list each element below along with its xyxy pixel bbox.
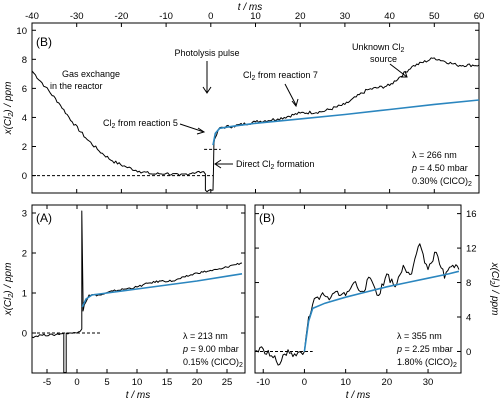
- bl-y-tick-label: 3: [22, 209, 27, 220]
- top-x-tick-label: 60: [474, 11, 485, 22]
- unknown-source-arrow: [389, 63, 408, 78]
- br-y-tick-label: 0: [466, 347, 471, 358]
- reaction-5-arrowhead: [196, 127, 206, 135]
- br-x-tick-label: 0: [302, 377, 307, 388]
- br-fit-series: [303, 270, 460, 352]
- unknown-source-label-2: source: [370, 54, 397, 64]
- bl-condition-pressure: p = 9.00 mbar: [182, 344, 239, 354]
- reaction-5-arrow: [179, 123, 205, 133]
- photolysis-label: Photolysis pulse: [174, 48, 239, 58]
- bl-x-tick-label: 20: [192, 377, 203, 388]
- top-panel-label: (B): [36, 35, 52, 49]
- unknown-source-arrowhead: [401, 70, 408, 78]
- br-y-tick-label: 12: [466, 244, 477, 255]
- bl-x-tick-label: 15: [162, 377, 173, 388]
- bl-x-tick-label: 0: [74, 377, 79, 388]
- bl-x-tick-label: 10: [132, 377, 143, 388]
- top-x-tick-label: -40: [25, 11, 39, 22]
- br-measurement-series: [254, 243, 460, 366]
- bl-measurement-series: [31, 210, 243, 374]
- bl-x-tick-label: 25: [222, 377, 233, 388]
- gas-exchange-label-2: in the reactor: [50, 81, 103, 91]
- top-x-tick-label: -30: [70, 11, 84, 22]
- bottom-right-x-axis-label: t / ms: [346, 390, 370, 401]
- top-panel-plot: -40 -30 -20 -10 0 10 20 30 40 50 60 0 2 4 6 8 10: [16, 11, 484, 193]
- bl-x-tick-label: 5: [104, 377, 109, 388]
- br-condition-wavelength: λ = 355 nm: [397, 331, 442, 341]
- top-x-axis-label: t / ms: [238, 2, 262, 13]
- top-x-tick-label: 20: [295, 11, 306, 22]
- bottom-left-conditions: λ = 213 nm p = 9.00 mbar 0.15% (ClCO)2: [182, 331, 243, 369]
- top-y-tick-label: 0: [22, 171, 27, 182]
- br-x-tick-label: 20: [382, 377, 393, 388]
- top-y-tick-label: 10: [16, 26, 27, 37]
- top-y-axis-label: x(Cl2) / ppm: [3, 82, 15, 136]
- bottom-left-panel-plot: -5 0 5 10 15 20 25 0 1 2 3: [22, 205, 245, 388]
- reaction-5-label: Cl2 from reaction 5: [103, 118, 178, 130]
- direct-formation-arrowhead: [214, 159, 222, 169]
- top-fit-series: [212, 99, 480, 146]
- unknown-source-label-1: Unknown Cl2: [352, 42, 405, 54]
- top-condition-mixture: 0.30% (ClCO)2: [412, 176, 472, 188]
- bottom-right-panel-plot: -10 0 10 20 30 0 4 8 12 16: [254, 205, 477, 388]
- bl-y-tick-label: 0: [22, 329, 27, 340]
- bottom-right-conditions: λ = 355 nm p = 2.25 mbar 1.80% (ClCO)2: [396, 331, 457, 369]
- br-condition-pressure: p = 2.25 mbar: [396, 344, 453, 354]
- top-x-tick-label: -20: [115, 11, 129, 22]
- reaction-7-arrowhead: [291, 98, 299, 108]
- bl-x-tick-label: -5: [43, 377, 51, 388]
- bl-y-tick-label: 2: [22, 249, 27, 260]
- top-x-tick-label: 30: [340, 11, 351, 22]
- br-x-tick-label: 30: [423, 377, 434, 388]
- top-y-tick-label: 2: [22, 142, 27, 153]
- direct-formation-label: Direct Cl2 formation: [236, 159, 314, 171]
- top-condition-wavelength: λ = 266 nm: [412, 150, 457, 160]
- bl-condition-mixture: 0.15% (ClCO)2: [183, 357, 243, 369]
- bottom-right-panel-label: (B): [259, 211, 275, 225]
- bl-condition-wavelength: λ = 213 nm: [183, 331, 228, 341]
- reaction-7-arrow: [284, 83, 297, 106]
- reaction-7-label: Cl2 from reaction 7: [243, 70, 318, 82]
- top-condition-pressure: p = 4.50 mbar: [411, 163, 468, 173]
- bottom-right-y-axis-label: x(Cl2) / ppm: [488, 262, 500, 316]
- br-condition-mixture: 1.80% (ClCO)2: [397, 357, 457, 369]
- photolysis-arrowhead: [202, 86, 212, 94]
- bottom-left-panel-frame: [31, 204, 246, 374]
- bl-fit-series: [81, 273, 243, 308]
- bottom-left-x-axis-label: t / ms: [126, 390, 150, 401]
- br-y-tick-label: 4: [466, 313, 471, 324]
- top-x-tick-label: 10: [250, 11, 261, 22]
- bottom-left-panel-label: (A): [36, 211, 52, 225]
- bottom-left-y-axis-label: x(Cl2) / ppm: [3, 263, 15, 317]
- top-y-tick-label: 8: [22, 55, 27, 66]
- br-x-tick-label: 10: [340, 377, 351, 388]
- top-y-tick-label: 6: [22, 84, 27, 95]
- top-x-tick-label: 0: [208, 11, 213, 22]
- top-x-tick-label: 50: [429, 11, 440, 22]
- bl-y-tick-label: 1: [22, 289, 27, 300]
- br-y-tick-label: 8: [466, 278, 471, 289]
- br-y-tick-label: 16: [466, 209, 477, 220]
- top-x-tick-label: -10: [159, 11, 173, 22]
- gas-exchange-label-1: Gas exchange: [62, 69, 120, 79]
- bottom-right-panel-frame: [254, 204, 462, 374]
- top-panel-annotations: Photolysis pulse Gas exchange in the rea…: [50, 42, 472, 188]
- top-y-tick-label: 4: [22, 113, 27, 124]
- top-x-tick-label: 40: [384, 11, 395, 22]
- br-x-tick-label: -10: [256, 377, 270, 388]
